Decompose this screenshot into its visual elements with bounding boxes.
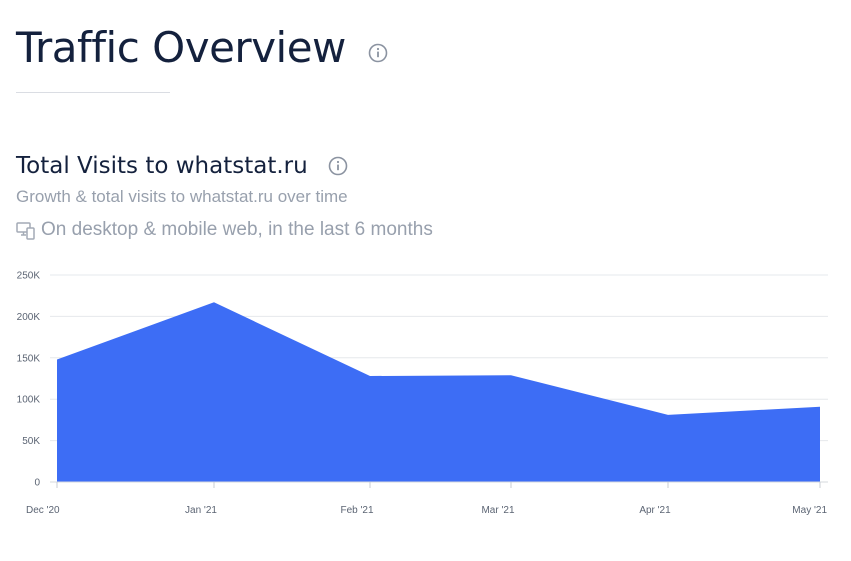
page-title: Traffic Overview bbox=[16, 23, 346, 72]
x-tick-label: Apr '21 bbox=[639, 505, 671, 516]
y-tick-label: 200K bbox=[17, 312, 41, 323]
info-circle-icon[interactable] bbox=[368, 43, 388, 63]
device-note-text: On desktop & mobile web, in the last 6 m… bbox=[41, 219, 433, 240]
section-subtitle: Growth & total visits to whatstat.ru ove… bbox=[16, 187, 348, 206]
y-tick-label: 0 bbox=[34, 478, 40, 489]
area-series bbox=[50, 302, 828, 483]
y-tick-label: 250K bbox=[17, 271, 41, 282]
desktop-mobile-icon bbox=[16, 222, 35, 240]
x-tick-label: Jan '21 bbox=[185, 505, 217, 516]
visits-area bbox=[57, 302, 820, 482]
info-circle-icon[interactable] bbox=[328, 156, 348, 176]
y-tick-label: 100K bbox=[17, 395, 41, 406]
x-tick-label: May '21 bbox=[792, 505, 827, 516]
y-tick-label: 150K bbox=[17, 353, 41, 364]
x-axis-ticks: Dec '20 Jan '21 Feb '21 Mar '21 Apr '21 May '… bbox=[26, 482, 827, 516]
device-note: On desktop & mobile web, in the last 6 m… bbox=[16, 218, 433, 242]
y-tick-label: 50K bbox=[22, 436, 40, 447]
x-tick-label: Dec '20 bbox=[26, 505, 60, 516]
visits-area-chart: 0 50K 100K 150K 200K 250K Dec '20 Jan '21 Feb '… bbox=[17, 271, 828, 516]
x-tick-label: Mar '21 bbox=[481, 505, 514, 516]
section-title: Total Visits to whatstat.ru bbox=[16, 153, 308, 179]
title-divider bbox=[16, 92, 170, 93]
x-tick-label: Feb '21 bbox=[340, 505, 373, 516]
y-axis-ticks: 0 50K 100K 150K 200K 250K bbox=[17, 271, 41, 489]
